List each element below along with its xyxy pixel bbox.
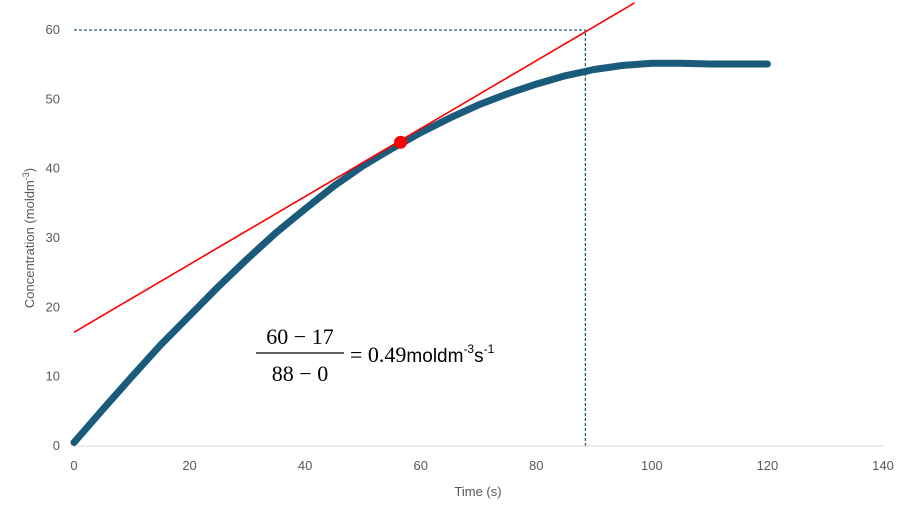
equation-sup-minus1: -1 — [484, 342, 495, 356]
y-tick-label: 20 — [46, 299, 60, 314]
equation-result: = 0.49moldm-3s-1 — [350, 342, 495, 367]
tangent-line — [73, 2, 635, 333]
equation-sup-minus3: -3 — [463, 342, 474, 356]
equation-unit-s: s — [474, 346, 484, 367]
guide-lines — [74, 29, 587, 446]
x-tick-label: 100 — [641, 458, 663, 473]
y-axis-title: Concentration (moldm-3) — [21, 168, 37, 308]
x-tick-label: 20 — [182, 458, 196, 473]
y-tick-label: 0 — [53, 438, 60, 453]
equation-equals: = 0.49 — [350, 342, 406, 367]
gradient-equation: 60 − 17 88 − 0 = 0.49moldm-3s-1 — [256, 324, 495, 386]
concentration-curve — [70, 59, 771, 446]
y-tick-label: 60 — [46, 22, 60, 37]
y-axis-title-main: Concentration (moldm — [22, 180, 37, 308]
tangent-point-marker — [393, 135, 407, 149]
x-tick-label: 60 — [413, 458, 427, 473]
y-tick-label: 30 — [46, 230, 60, 245]
x-tick-label: 40 — [298, 458, 312, 473]
x-tick-label: 120 — [757, 458, 779, 473]
x-tick-label: 0 — [70, 458, 77, 473]
x-tick-label: 80 — [529, 458, 543, 473]
equation-numerator: 60 − 17 — [266, 324, 333, 349]
y-tick-label: 50 — [46, 91, 60, 106]
equation-denominator: 88 − 0 — [272, 361, 328, 386]
tick-labels: 0 20 40 60 80 100 120 140 0 10 20 30 40 50 60 — [46, 22, 894, 473]
y-axis-title-tail: ) — [22, 168, 37, 172]
y-tick-label: 40 — [46, 161, 60, 176]
series-layer — [70, 2, 771, 446]
x-axis-title: Time (s) — [454, 484, 501, 499]
y-tick-label: 10 — [46, 369, 60, 384]
x-tick-label: 140 — [872, 458, 894, 473]
y-axis-title-sup: -3 — [21, 172, 31, 180]
equation-unit-moldm: moldm — [406, 346, 463, 367]
